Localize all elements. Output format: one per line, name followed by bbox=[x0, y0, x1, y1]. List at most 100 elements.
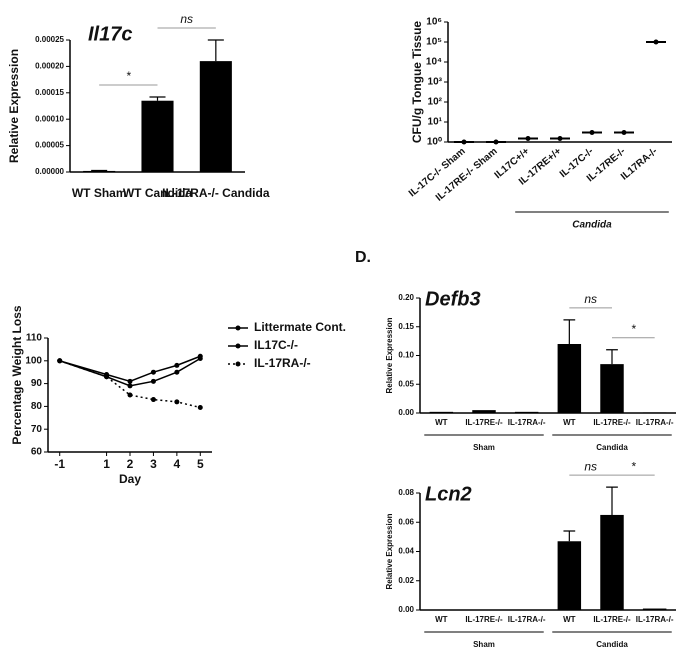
point bbox=[493, 139, 499, 145]
point bbox=[104, 374, 110, 380]
bar bbox=[557, 344, 582, 413]
annotation: ns bbox=[180, 12, 193, 26]
bar bbox=[429, 411, 454, 413]
point bbox=[127, 378, 133, 384]
y-tick-label: 0.00010 bbox=[35, 114, 64, 123]
y-tick-label: 0.06 bbox=[398, 517, 414, 526]
error-bar bbox=[606, 349, 618, 365]
x-tick-label: 5 bbox=[197, 457, 204, 471]
point bbox=[127, 383, 133, 389]
bar bbox=[199, 61, 232, 173]
error-bar bbox=[563, 319, 576, 344]
y-tick-label: 110 bbox=[26, 333, 43, 344]
annotation: * bbox=[126, 69, 131, 83]
y-tick-label: 0.15 bbox=[398, 322, 414, 331]
y-tick-label: 60 bbox=[31, 447, 43, 458]
y-tick-label: 0.02 bbox=[398, 576, 414, 585]
x-tick-label: IL-17RA-/- bbox=[636, 615, 674, 624]
y-axis-label: Relative Expression bbox=[385, 317, 394, 393]
y-tick-label: 10⁵ bbox=[426, 37, 442, 48]
y-tick-label: 10⁴ bbox=[426, 57, 442, 68]
x-tick-label: 2 bbox=[127, 457, 134, 471]
x-tick-label: IL-17RA-/- bbox=[508, 615, 546, 624]
y-tick-label: 0.00020 bbox=[35, 62, 64, 71]
x-tick-label: IL-17RE-/- bbox=[465, 615, 503, 624]
group-label: Sham bbox=[473, 640, 495, 649]
x-tick-label: IL-17RA-/- Candida bbox=[162, 186, 270, 200]
x-tick-label: WT bbox=[435, 418, 448, 427]
point bbox=[621, 129, 627, 135]
y-axis-label: CFU/g Tongue Tissue bbox=[410, 21, 424, 144]
y-tick-label: 70 bbox=[31, 424, 43, 435]
point bbox=[57, 358, 63, 364]
x-tick-label: WT bbox=[563, 615, 576, 624]
legend-label: Littermate Cont. bbox=[254, 320, 346, 334]
y-tick-label: 10⁶ bbox=[426, 17, 442, 28]
x-tick-label: IL-17RA-/- bbox=[508, 418, 546, 427]
y-axis-label: Relative Expression bbox=[385, 513, 394, 589]
point bbox=[174, 399, 180, 405]
y-tick-label: 10³ bbox=[428, 77, 443, 88]
bar bbox=[514, 610, 539, 611]
y-tick-label: 0.00005 bbox=[35, 141, 64, 150]
y-tick-label: 0.00000 bbox=[35, 167, 64, 176]
y-tick-label: 10⁰ bbox=[427, 137, 442, 148]
x-tick-label: IL-17RE-/- bbox=[593, 615, 631, 624]
bar bbox=[141, 100, 174, 172]
annotation: * bbox=[631, 459, 636, 473]
x-tick-label: WT Sham bbox=[72, 186, 127, 200]
point bbox=[461, 139, 467, 145]
x-tick-label: 3 bbox=[150, 457, 157, 471]
legend-marker bbox=[235, 325, 241, 331]
bar bbox=[600, 514, 624, 610]
y-tick-label: 10² bbox=[428, 97, 443, 108]
annotation: * bbox=[631, 322, 636, 336]
group-label: Candida bbox=[572, 220, 612, 231]
point bbox=[589, 129, 595, 135]
point bbox=[197, 405, 203, 411]
point bbox=[150, 397, 156, 403]
error-bar bbox=[91, 169, 108, 172]
x-tick-label: 4 bbox=[174, 457, 181, 471]
legend-label: IL17C-/- bbox=[254, 338, 298, 352]
y-tick-label: 0.10 bbox=[398, 351, 414, 360]
bar bbox=[600, 364, 624, 413]
chart-title: Il17c bbox=[88, 23, 132, 45]
y-tick-label: 90 bbox=[31, 378, 43, 389]
x-tick-label: -1 bbox=[54, 457, 65, 471]
x-tick-label: IL-17RE-/- bbox=[465, 418, 503, 427]
group-label: Candida bbox=[596, 443, 628, 452]
y-tick-label: 0.05 bbox=[398, 379, 414, 388]
bar bbox=[642, 412, 667, 413]
x-tick-label: 1 bbox=[103, 457, 110, 471]
point bbox=[525, 135, 531, 141]
error-bar bbox=[606, 486, 618, 515]
point bbox=[653, 39, 659, 45]
y-tick-label: 0.00 bbox=[398, 605, 414, 614]
group-label: Sham bbox=[473, 443, 495, 452]
error-bar bbox=[149, 96, 166, 101]
series-line bbox=[59, 360, 201, 409]
group-label: Candida bbox=[596, 640, 628, 649]
point bbox=[557, 135, 563, 141]
y-tick-label: 10¹ bbox=[428, 117, 443, 128]
annotation: ns bbox=[584, 459, 597, 473]
x-tick-label: WT Candida bbox=[123, 186, 193, 200]
point bbox=[150, 369, 156, 375]
bar bbox=[557, 541, 582, 610]
x-tick-label: WT bbox=[563, 418, 576, 427]
legend-label: IL-17RA-/- bbox=[254, 356, 311, 370]
y-tick-label: 100 bbox=[25, 355, 42, 366]
point bbox=[150, 378, 156, 384]
x-tick-label: IL-17RA-/- bbox=[636, 418, 674, 427]
bar bbox=[514, 411, 539, 413]
y-tick-label: 0.00015 bbox=[35, 88, 64, 97]
x-tick-label: IL-17RE-/- bbox=[593, 418, 631, 427]
error-bar bbox=[207, 39, 224, 62]
y-tick-label: 0.08 bbox=[398, 488, 414, 497]
y-tick-label: 0.00 bbox=[398, 408, 414, 417]
y-axis-label: Percentage Weight Loss bbox=[10, 305, 24, 444]
bar bbox=[472, 610, 496, 611]
chart-title: Defb3 bbox=[425, 288, 481, 310]
